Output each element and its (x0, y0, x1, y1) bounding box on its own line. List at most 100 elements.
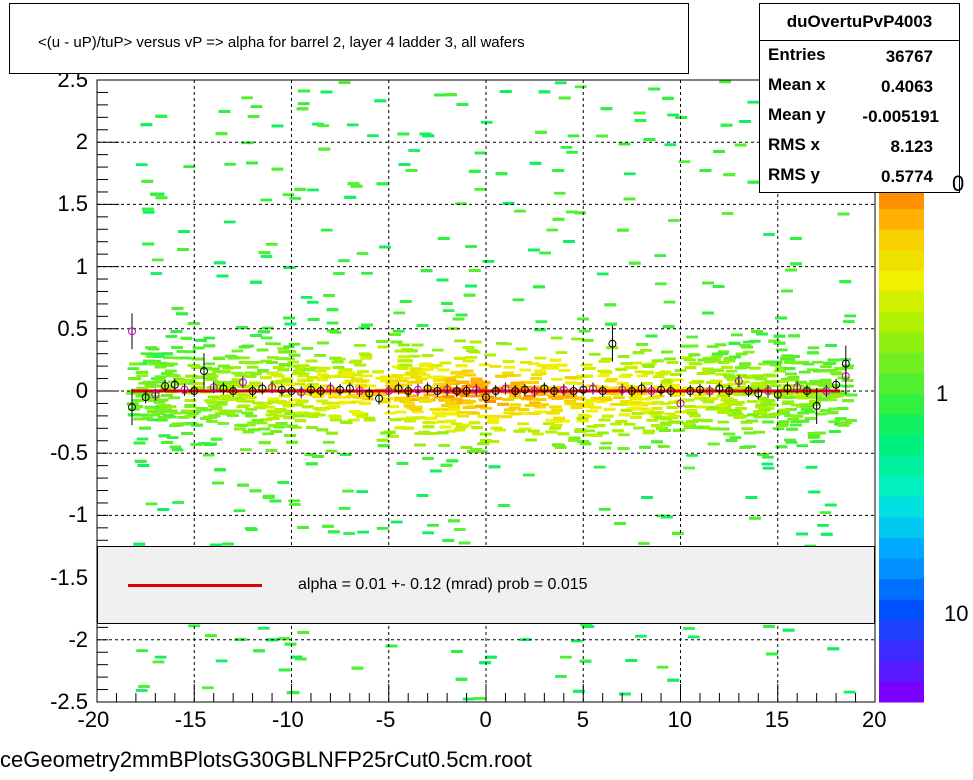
heatmap-cell (593, 424, 606, 427)
heatmap-cell (359, 401, 371, 405)
heatmap-cell (297, 631, 310, 634)
heatmap-cell (386, 434, 399, 438)
heatmap-cell (215, 402, 228, 406)
heatmap-cell (782, 400, 794, 404)
heatmap-cell (636, 374, 649, 378)
heatmap-cell (728, 378, 740, 382)
heatmap-cell (384, 411, 397, 415)
heatmap-cell (175, 382, 187, 386)
heatmap-cell (776, 424, 788, 427)
heatmap-cell (460, 446, 473, 449)
heatmap-cell (824, 503, 837, 507)
heatmap-cell (795, 380, 807, 384)
heatmap-cell (421, 367, 434, 371)
heatmap-cell (429, 408, 442, 411)
heatmap-cell (432, 411, 444, 415)
heatmap-cell (464, 373, 476, 377)
heatmap-cell (763, 373, 776, 377)
heatmap-cell (361, 323, 373, 327)
heatmap-cell (741, 427, 753, 431)
heatmap-cell (260, 376, 272, 380)
heatmap-cell (219, 381, 232, 385)
heatmap-cell (455, 364, 468, 368)
heatmap-cell (710, 355, 723, 359)
heatmap-cell (322, 524, 334, 528)
heatmap-cell (664, 357, 676, 361)
heatmap-cell (339, 396, 351, 399)
heatmap-cell (831, 392, 843, 396)
heatmap-cell (163, 356, 175, 360)
heatmap-cell (379, 245, 391, 249)
heatmap-cell (346, 123, 359, 127)
heatmap-cell (206, 420, 218, 423)
heatmap-cell (708, 427, 721, 431)
heatmap-cell (210, 406, 223, 410)
heatmap-cell (728, 341, 741, 345)
heatmap-cell (527, 381, 539, 384)
heatmap-cell (489, 415, 501, 418)
heatmap-cell (707, 442, 720, 446)
heatmap-cell (717, 420, 730, 424)
heatmap-cell (403, 404, 416, 408)
heatmap-cell (152, 258, 164, 262)
heatmap-cell (338, 259, 350, 263)
heatmap-cell (156, 418, 168, 422)
heatmap-cell (578, 329, 591, 333)
heatmap-cell (246, 161, 258, 165)
heatmap-cell (127, 413, 140, 417)
heatmap-cell (160, 387, 172, 390)
heatmap-cell (686, 344, 699, 348)
heatmap-cell (162, 414, 175, 417)
heatmap-cell (136, 649, 148, 653)
heatmap-cell (453, 528, 466, 531)
heatmap-cell (306, 376, 319, 379)
heatmap-cell (410, 375, 422, 379)
heatmap-cell (598, 418, 611, 422)
heatmap-cell (731, 402, 743, 406)
heatmap-cell (529, 161, 542, 165)
heatmap-cell (721, 212, 734, 215)
heatmap-cell (725, 439, 738, 442)
heatmap-cell (591, 434, 603, 437)
heatmap-cell (131, 405, 144, 408)
heatmap-cell (166, 436, 179, 439)
heatmap-cell (342, 381, 354, 385)
heatmap-cell (155, 361, 168, 365)
heatmap-cell (213, 356, 226, 360)
heatmap-cell (128, 408, 140, 411)
heatmap-cell (145, 502, 158, 506)
heatmap-cell (277, 368, 290, 372)
heatmap-cell (666, 361, 679, 364)
heatmap-cell (405, 169, 418, 172)
heatmap-cell (744, 431, 756, 435)
heatmap-cell (148, 362, 161, 366)
heatmap-cell (155, 114, 168, 118)
heatmap-cell (260, 418, 273, 421)
heatmap-cell (632, 351, 645, 355)
heatmap-cell (354, 363, 366, 367)
heatmap-cell (158, 404, 171, 407)
heatmap-cell (462, 346, 475, 349)
heatmap-cell (685, 409, 698, 412)
heatmap-cell (735, 407, 747, 410)
heatmap-cell (596, 431, 609, 435)
heatmap-cell (380, 431, 393, 435)
heatmap-cell (171, 307, 184, 310)
heatmap-cell (147, 347, 160, 351)
heatmap-cell (636, 403, 649, 407)
heatmap-cell (601, 414, 614, 418)
heatmap-cell (445, 380, 457, 384)
heatmap-cell (451, 650, 463, 653)
heatmap-cell (738, 380, 750, 384)
heatmap-cell (364, 384, 376, 388)
heatmap-cell (641, 496, 653, 499)
heatmap-cell (172, 423, 184, 427)
heatmap-cell (310, 386, 323, 389)
heatmap-cell (768, 413, 781, 416)
heatmap-cell (786, 427, 798, 431)
heatmap-cell (735, 366, 747, 370)
heatmap-cell (178, 230, 190, 233)
heatmap-cell (781, 289, 793, 293)
heatmap-cell (504, 374, 516, 377)
heatmap-cell (278, 363, 291, 367)
